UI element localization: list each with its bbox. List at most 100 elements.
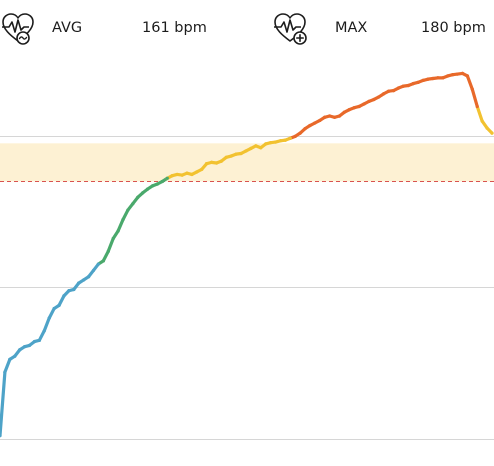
heart-rate-point <box>86 275 91 279</box>
heart-rate-point <box>323 115 327 119</box>
heart-rate-point <box>131 202 135 206</box>
heart-rate-point <box>485 126 489 130</box>
heart-rate-point <box>72 287 76 292</box>
heart-rate-point <box>465 74 469 78</box>
heart-rate-point <box>200 167 204 171</box>
heart-rate-point <box>27 343 32 348</box>
heart-rate-segment <box>116 217 125 233</box>
heart-rate-point <box>313 121 317 125</box>
heart-rate-point <box>254 144 258 148</box>
heart-rate-point <box>308 123 312 128</box>
heart-rate-point <box>239 151 243 156</box>
heart-rate-point <box>269 141 273 145</box>
heart-rate-point <box>347 108 351 112</box>
heart-rate-point <box>155 182 160 186</box>
heart-rate-point <box>392 88 396 93</box>
heart-rate-point <box>57 303 61 307</box>
heart-rate-point <box>401 84 406 88</box>
heart-rate-point <box>406 83 410 88</box>
heart-rate-point <box>170 174 174 178</box>
heart-rate-point <box>18 348 22 352</box>
heart-rate-point <box>52 306 56 311</box>
heart-plus-icon <box>274 13 307 45</box>
heart-rate-point <box>264 142 268 146</box>
heart-rate-point <box>337 114 342 118</box>
heart-rate-segment <box>57 294 66 307</box>
heart-rate-point <box>362 102 366 106</box>
heart-rate-point <box>293 134 297 138</box>
heart-rate-point <box>111 237 115 241</box>
heart-rate-point <box>47 316 51 320</box>
heart-rate-point <box>298 131 302 135</box>
heart-rate-point <box>372 97 376 102</box>
heart-rate-point <box>431 76 435 81</box>
heart-rate-point <box>328 114 332 118</box>
heart-rate-point <box>205 162 209 166</box>
heart-rate-point <box>42 329 46 333</box>
heart-rate-point <box>367 99 371 103</box>
heart-rate-point <box>106 249 110 253</box>
heart-rate-point <box>273 140 278 144</box>
heart-rate-point <box>101 259 105 263</box>
heart-rate-point <box>219 159 223 163</box>
heart-rate-point <box>283 138 287 142</box>
heart-rate-segment <box>3 357 12 374</box>
heart-rate-point <box>357 104 361 109</box>
heart-rate-point <box>426 77 430 81</box>
heart-rate-point <box>318 118 322 123</box>
heart-rate-point <box>126 208 130 212</box>
heart-rate-point <box>441 76 445 80</box>
heart-rate-point <box>141 191 145 195</box>
heart-rate-point <box>185 171 189 175</box>
max-value: 180 bpm <box>421 20 486 36</box>
heart-rate-point <box>411 81 415 86</box>
heart-rate-point <box>249 146 253 151</box>
heart-rate-segment <box>0 370 7 438</box>
heart-rate-segment <box>106 237 115 253</box>
heart-rate-point <box>342 110 346 114</box>
heart-rate-point <box>244 149 248 153</box>
heart-rate-segment <box>42 316 51 333</box>
heart-wave-icon <box>2 13 34 45</box>
heart-rate-point <box>82 278 86 282</box>
heart-rate-point <box>23 345 27 349</box>
heart-rate-point <box>352 106 356 110</box>
heart-rate-point <box>175 172 179 177</box>
heart-rate-segment <box>47 306 56 320</box>
heart-rate-segment <box>470 87 479 109</box>
heart-rate-point <box>421 78 425 83</box>
heart-rate-point <box>190 172 194 177</box>
heart-rate-point <box>332 115 337 119</box>
heart-rate-point <box>195 170 199 174</box>
heart-rate-point <box>460 71 465 76</box>
heart-rate-point <box>150 184 155 188</box>
heart-rate-point <box>3 370 7 374</box>
heart-rate-point <box>214 161 219 165</box>
heart-rate-point <box>180 173 184 177</box>
avg-value: 161 bpm <box>142 20 207 36</box>
heart-rate-point <box>121 217 125 222</box>
heart-rate-point <box>32 339 37 344</box>
heart-rate-point <box>146 187 150 191</box>
heart-rate-segment <box>37 329 46 342</box>
heart-rate-point <box>37 338 41 342</box>
heart-rate-point <box>436 76 440 80</box>
max-label: MAX <box>335 20 368 36</box>
heart-rate-segment <box>101 249 110 263</box>
heart-rate-point <box>77 281 81 285</box>
heart-rate-point <box>234 152 238 156</box>
heart-rate-point <box>303 127 307 131</box>
heart-rate-point <box>209 160 214 164</box>
heart-rate-segment <box>465 74 474 91</box>
heart-rate-point <box>480 119 484 123</box>
heart-rate-point <box>451 73 455 77</box>
heart-rate-point <box>96 262 100 266</box>
heart-rate-point <box>229 154 233 158</box>
heart-rate-point <box>0 434 2 438</box>
heart-rate-point <box>259 146 263 150</box>
heart-rate-point <box>91 268 96 273</box>
heart-rate-point <box>387 89 391 93</box>
heart-rate-point <box>446 74 450 78</box>
heart-rate-point <box>116 229 120 233</box>
